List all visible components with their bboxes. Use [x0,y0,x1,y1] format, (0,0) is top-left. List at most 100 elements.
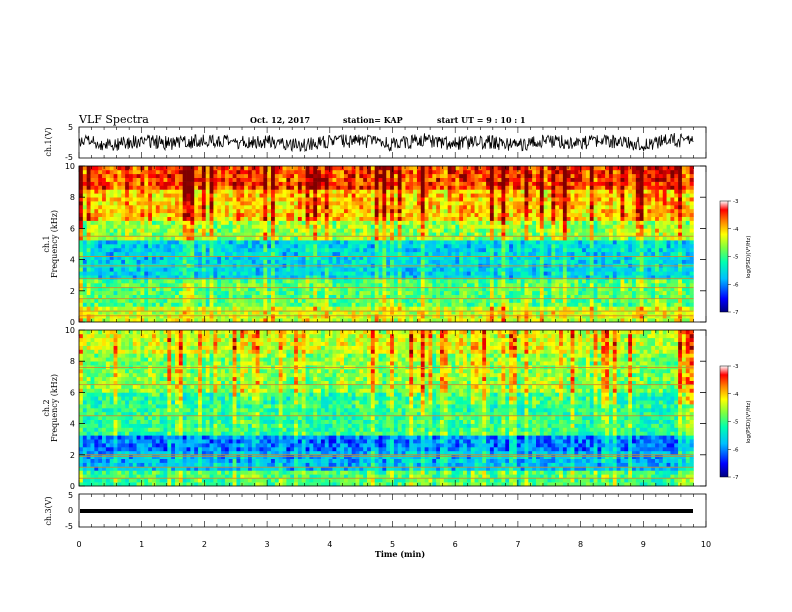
spectrogram-cell [136,240,141,245]
spectrogram-cell [639,271,644,276]
spectrogram-cell [478,228,483,233]
spectrogram-cell [440,240,445,245]
spectrogram-cell [98,294,103,299]
spectrogram-cell [232,271,237,276]
spectrogram-cell [493,302,498,307]
spectrogram-cell [190,247,195,253]
spectrogram-cell [178,286,183,292]
spectrogram-cell [466,294,472,299]
spectrogram-cell [259,279,264,284]
spectrogram-cell [317,216,322,221]
spectrogram-cell [90,236,95,241]
spectrogram-cell [589,318,594,323]
spectrogram-cell [343,251,349,256]
spectrogram-cell [132,318,137,323]
spectrogram-cell [255,314,260,319]
spectrogram-cell [390,205,395,210]
spectrogram-cell [320,224,326,229]
spectrogram-cell [574,279,579,284]
spectrogram-cell [662,236,667,241]
spectrogram-cell [194,283,199,288]
spectrogram-cell [524,318,529,323]
spectrogram-cell [424,290,429,295]
spectrogram-cell [689,205,694,210]
spectrogram-cell [144,251,149,256]
spectrogram-cell [647,208,652,214]
spectrogram-cell [144,216,149,221]
spectrogram-cell [620,244,625,249]
spectrogram-cell [616,275,621,280]
spectrogram-cell [632,283,637,288]
spectrogram-cell [278,255,283,260]
spectrogram-cell [343,205,349,210]
spectrogram-cell [286,216,291,221]
spectrogram-cell [520,247,525,253]
spectrogram-cell [175,236,180,241]
spectrogram-cell [386,294,391,299]
spectrogram-cell [416,216,422,221]
spectrogram-cell [612,302,617,307]
spectrogram-cell [582,212,587,217]
spectrogram-cell [658,286,664,292]
spectrogram-cell [681,290,687,295]
spectrogram-cell [102,216,107,221]
spectrogram-cell [244,314,249,319]
spectrogram-cell [263,247,268,253]
spectrogram-cell [405,247,410,253]
spectrogram-cell [666,283,671,288]
spectrogram-cell [689,310,694,315]
spectrogram-cell [486,306,491,311]
spectrogram-cell [405,216,410,221]
spectrogram-cell [666,240,671,245]
spectrogram-cell [121,275,126,280]
spectrogram-cell [336,212,341,217]
spectrogram-cell [547,279,552,284]
spectrogram-cell [497,306,502,311]
spectrogram-cell [228,228,233,233]
spectrogram-cell [539,283,544,288]
spectrogram-cell [428,271,433,276]
spectrogram-cell [397,205,402,210]
spectrogram-cell [244,271,249,276]
spectrogram-cell [589,286,594,292]
spectrogram-cell [297,240,303,245]
spectrogram-cell [474,314,479,319]
spectrogram-cell [209,314,214,319]
ch1-ytick-neg5: -5 [65,153,73,162]
spectrogram-cell [620,247,625,253]
spectrogram-cell [240,201,245,206]
spectrogram-cell [647,286,652,292]
spectrogram-cell [82,275,87,280]
spectrogram-cell [505,259,510,264]
spectrogram-cell [489,247,495,253]
spectrogram-cell [447,286,452,292]
spectrogram-cell [290,279,295,284]
spectrogram-cell [209,255,214,260]
spectrogram-cell [516,318,521,323]
spectrogram-cell [582,302,587,307]
spectrogram-cell [221,244,226,249]
spectrogram-cell [271,251,276,256]
spectrogram-cell [608,244,614,249]
spectrogram-cell [605,271,610,276]
spectrogram-cell [662,208,667,214]
spectrogram-cell [616,255,621,260]
spectrogram-cell [167,212,172,217]
spectrogram-cell [286,271,291,276]
spectrogram-cell [320,240,326,245]
spectrogram-cell [670,314,675,319]
spectrogram-cell [455,244,460,249]
spectrogram-cell [282,212,287,217]
spectrogram-cell [585,216,591,221]
spectrogram-cell [570,224,575,229]
spectrogram-cell [201,240,207,245]
spectrogram-cell [658,302,664,307]
spectrogram-cell [186,286,191,292]
spectrogram-cell [351,302,356,307]
spectrogram-cell [486,205,491,210]
spectrogram-cell [516,283,521,288]
spectrogram-cell [436,205,441,210]
spectrogram-cell [370,290,376,295]
spectrogram-cell [509,298,514,303]
spectrogram-cell [186,224,191,229]
